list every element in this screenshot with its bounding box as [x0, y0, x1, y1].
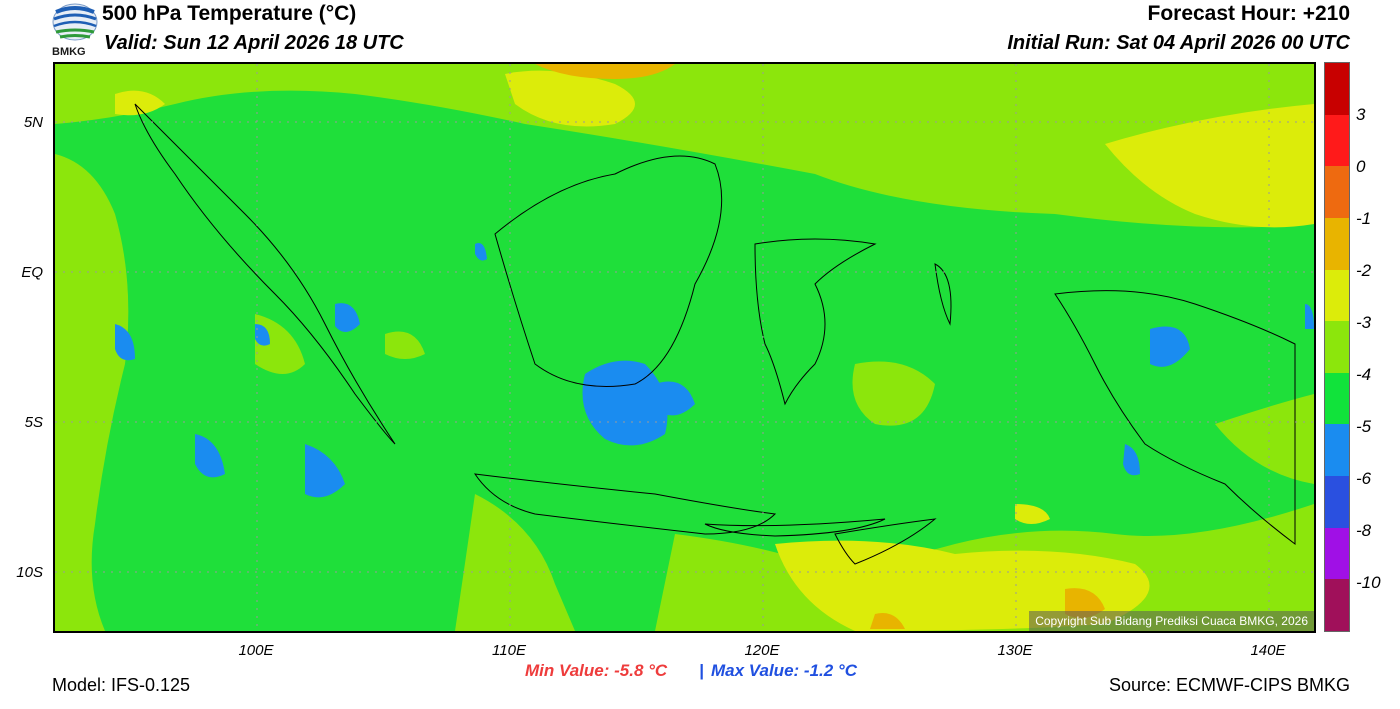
colorbar-segment [1325, 269, 1349, 322]
lon-label-130e: 130E [997, 642, 1033, 659]
lat-label-eq: EQ [21, 264, 43, 281]
colorbar-segment [1325, 63, 1349, 115]
colorbar-label: 0 [1356, 157, 1366, 176]
colorbar-label: -5 [1356, 417, 1372, 436]
temperature-field [55, 64, 1314, 631]
lat-label-10s: 10S [16, 564, 43, 581]
colorbar-segment [1325, 321, 1349, 373]
colorbar-label: 3 [1356, 105, 1366, 124]
lat-lon-grid [55, 64, 1314, 631]
lon-label-110e: 110E [492, 642, 526, 659]
field-warm-1-2 [535, 64, 1105, 629]
colorbar-label: -1 [1356, 209, 1372, 228]
lat-label-5n: 5N [23, 114, 43, 131]
colorbar [1324, 62, 1350, 632]
colorbar-segment [1325, 527, 1349, 580]
value-separator: | [699, 661, 704, 680]
colorbar-segment [1325, 372, 1349, 425]
max-value: Max Value: -1.2 °C [711, 661, 857, 680]
valid-time: Valid: Sun 12 April 2026 18 UTC [104, 32, 404, 54]
colorbar-segment [1325, 114, 1349, 167]
coastlines [134, 103, 1296, 565]
forecast-hour: Forecast Hour: +210 [1147, 2, 1351, 25]
colorbar-segment [1325, 166, 1349, 218]
colorbar-segment [1325, 424, 1349, 476]
colorbar-label: -10 [1356, 573, 1381, 592]
copyright-notice: Copyright Sub Bidang Prediksi Cuaca BMKG… [1029, 611, 1314, 631]
source-label: Source: ECMWF-CIPS BMKG [1108, 675, 1350, 695]
temperature-map: Copyright Sub Bidang Prediksi Cuaca BMKG… [53, 62, 1316, 633]
chart-title: 500 hPa Temperature (°C) [102, 2, 357, 25]
lat-label-5s: 5S [24, 414, 43, 431]
lon-label-100e: 100E [238, 642, 274, 659]
colorbar-label: -2 [1356, 261, 1372, 280]
colorbar-segment [1325, 217, 1349, 270]
colorbar-label: -4 [1356, 365, 1372, 384]
bmkg-logo: BMKG [50, 2, 100, 60]
colorbar-segment [1325, 476, 1349, 528]
lon-label-140e: 140E [1250, 642, 1286, 659]
colorbar-label: -6 [1356, 469, 1372, 488]
logo-text: BMKG [52, 46, 86, 58]
colorbar-label: -8 [1356, 521, 1372, 540]
colorbar-label: -3 [1356, 313, 1372, 332]
initial-run: Initial Run: Sat 04 April 2026 00 UTC [1007, 32, 1350, 54]
bmkg-logo-icon [52, 3, 98, 41]
min-value: Min Value: -5.8 °C [525, 661, 668, 680]
field-warm-2-3 [115, 70, 1314, 631]
colorbar-segment [1325, 579, 1349, 631]
model-label: Model: IFS-0.125 [52, 675, 191, 695]
lon-label-120e: 120E [744, 642, 780, 659]
field-cold-5-6 [115, 243, 1314, 498]
